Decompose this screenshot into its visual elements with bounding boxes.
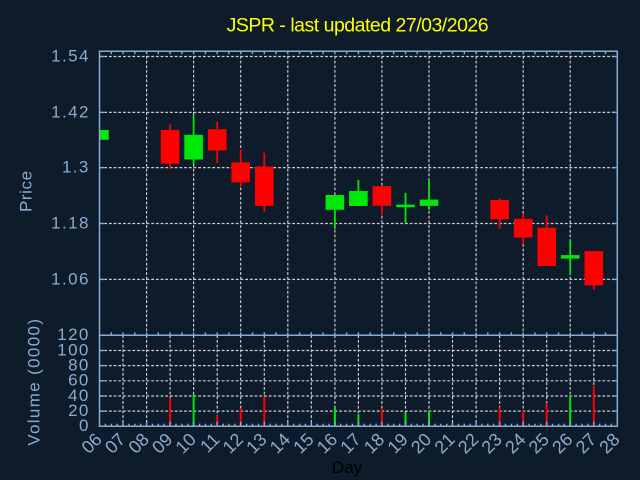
svg-text:1.3: 1.3: [62, 158, 90, 177]
svg-text:Price: Price: [17, 170, 36, 212]
svg-text:20: 20: [68, 401, 90, 420]
svg-text:Volume (0000): Volume (0000): [25, 318, 44, 446]
svg-text:60: 60: [68, 371, 90, 390]
svg-text:1.54: 1.54: [51, 46, 90, 65]
svg-text:1.42: 1.42: [51, 102, 90, 121]
svg-text:JSPR - last updated 27/03/2026: JSPR - last updated 27/03/2026: [227, 15, 488, 37]
svg-text:0: 0: [79, 416, 90, 435]
svg-text:Day: Day: [332, 458, 363, 477]
svg-text:120: 120: [57, 325, 90, 344]
svg-text:80: 80: [68, 356, 90, 375]
svg-text:40: 40: [68, 386, 90, 405]
svg-text:1.18: 1.18: [51, 213, 90, 232]
svg-text:1.06: 1.06: [51, 269, 90, 288]
svg-text:100: 100: [57, 340, 90, 359]
